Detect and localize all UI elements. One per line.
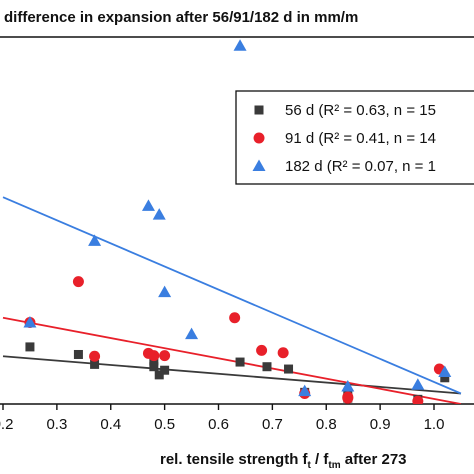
legend: 56 d (R² = 0.63, n = 15 91 d (R² = 0.41, … — [235, 90, 474, 185]
x-axis-ticks: 0.2 0.3 0.4 0.5 0.6 0.7 0.8 0.9 1.0 — [0, 404, 444, 433]
x-tick-label: 0.8 — [316, 416, 337, 433]
data-point — [158, 285, 172, 298]
x-tick-label: 1.0 — [424, 416, 445, 433]
data-point — [440, 373, 450, 383]
data-point — [235, 357, 245, 367]
data-point — [438, 365, 452, 377]
data-point — [152, 208, 166, 220]
x-tick-label: 0.6 — [208, 416, 229, 433]
data-point — [25, 342, 35, 352]
data-point — [412, 395, 424, 404]
x-label-sub-t: t — [308, 460, 312, 471]
data-point — [284, 364, 294, 374]
legend-label: 182 d (R² = 0.07, n = 1 — [285, 158, 436, 175]
data-point — [90, 359, 100, 369]
chart-title: difference in expansion after 56/91/182 … — [4, 9, 358, 26]
x-tick-label: 0.7 — [262, 416, 283, 433]
trend-line — [2, 196, 462, 395]
x-axis-label: rel. tensile strength ft / ftm after 273 — [160, 451, 407, 471]
x-label-mid: / f — [311, 451, 330, 468]
data-point — [72, 276, 84, 288]
data-point — [256, 344, 268, 356]
data-point — [233, 39, 247, 51]
x-tick-label: 0.2 — [0, 416, 13, 433]
trend-line — [2, 355, 462, 395]
legend-box — [235, 90, 474, 185]
trend-line — [2, 316, 462, 404]
trend-lines — [2, 196, 462, 404]
data-point — [89, 350, 101, 362]
data-point — [73, 349, 83, 359]
x-tick-label: 0.5 — [154, 416, 175, 433]
x-tick-label: 0.3 — [46, 416, 67, 433]
data-point — [23, 315, 37, 328]
data-point — [160, 365, 170, 375]
data-point — [298, 384, 312, 397]
data-point — [341, 380, 355, 392]
x-tick-label: 0.4 — [100, 416, 121, 433]
legend-marker — [254, 105, 264, 115]
data-point — [229, 312, 241, 324]
data-point — [277, 347, 289, 359]
x-tick-label: 0.9 — [370, 416, 391, 433]
data-point — [88, 234, 102, 246]
data-point — [342, 392, 354, 404]
data-point — [185, 327, 199, 340]
data-point — [141, 199, 155, 211]
legend-marker — [253, 132, 265, 144]
legend-marker — [252, 159, 266, 171]
x-label-sub-tm: tm — [328, 460, 340, 471]
data-point — [262, 362, 272, 372]
legend-label: 56 d (R² = 0.63, n = 15 — [285, 102, 436, 119]
x-label-tail: after 273 — [341, 451, 407, 468]
data-point — [159, 350, 171, 362]
x-label-main: rel. tensile strength f — [160, 451, 309, 468]
legend-label: 91 d (R² = 0.41, n = 14 — [285, 130, 436, 147]
data-point — [411, 378, 425, 390]
data-point — [149, 362, 159, 372]
data-point — [148, 350, 160, 362]
data-point — [154, 370, 164, 380]
